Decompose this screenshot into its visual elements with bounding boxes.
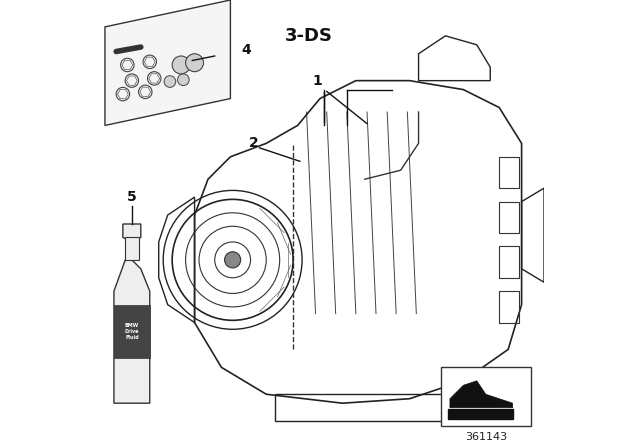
- Polygon shape: [114, 224, 150, 403]
- Circle shape: [186, 54, 204, 72]
- Circle shape: [172, 56, 190, 74]
- Circle shape: [164, 76, 176, 87]
- Bar: [441, 367, 531, 426]
- Bar: [499, 246, 520, 278]
- Bar: [499, 202, 520, 233]
- Bar: [125, 237, 139, 260]
- Polygon shape: [105, 0, 230, 125]
- Text: BMW
Drive
Fluid: BMW Drive Fluid: [125, 323, 139, 340]
- Text: 5: 5: [127, 190, 137, 204]
- Text: 361143: 361143: [465, 432, 507, 442]
- Text: 1: 1: [313, 73, 323, 88]
- Bar: [499, 291, 520, 323]
- Bar: [499, 157, 520, 188]
- Circle shape: [177, 74, 189, 86]
- Bar: [448, 409, 513, 419]
- Text: 4: 4: [241, 43, 251, 57]
- Polygon shape: [450, 381, 513, 408]
- Text: 3-DS: 3-DS: [285, 27, 333, 45]
- Circle shape: [225, 252, 241, 268]
- Text: 2: 2: [249, 136, 259, 151]
- Bar: [114, 305, 150, 358]
